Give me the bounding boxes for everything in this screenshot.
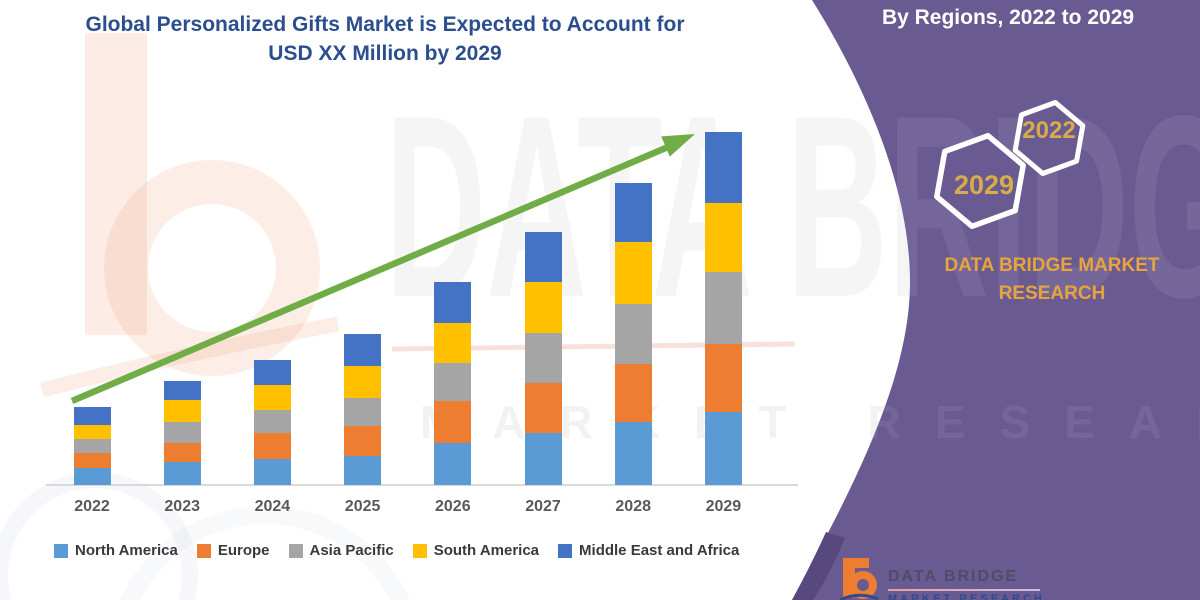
- bar-segment-2027-europe: [524, 383, 562, 433]
- x-axis-label-2025: 2025: [344, 498, 381, 515]
- svg-text:DATA BRIDGE: DATA BRIDGE: [385, 63, 1200, 352]
- bar-segment-2025-asia-pacific: [344, 398, 382, 426]
- chart-title-line1: Global Personalized Gifts Market is Expe…: [85, 13, 685, 36]
- bar-segment-2027-middle-east-and-africa: [524, 232, 562, 282]
- bar-segment-2022-south-america: [73, 425, 111, 439]
- logo-b-icon: [840, 558, 878, 600]
- bar-segment-2029-middle-east-and-africa: [704, 132, 742, 203]
- bar-segment-2028-middle-east-and-africa: [614, 183, 652, 242]
- legend-item: Europe: [196, 542, 270, 559]
- legend-swatch: [288, 544, 303, 558]
- legend-item: Middle East and Africa: [558, 542, 739, 559]
- brand-text: DATA BRIDGE MARKET RESEARCH: [940, 252, 1164, 308]
- watermark-spaced-text-on-panel: MARKET RESEARCH: [420, 396, 1200, 448]
- watermark-arc: [119, 506, 411, 600]
- legend-item: Asia Pacific: [288, 542, 394, 559]
- chart-title: Global Personalized Gifts Market is Expe…: [25, 10, 745, 68]
- x-axis-label-2028: 2028: [615, 498, 651, 515]
- legend-label: Middle East and Africa: [579, 542, 740, 559]
- bar-segment-2023-north-america: [163, 462, 201, 485]
- legend-label: Europe: [217, 542, 270, 559]
- bar-segment-2027-south-america: [524, 282, 562, 333]
- bar-segment-2026-north-america: [434, 443, 472, 485]
- bar-segment-2024-asia-pacific: [253, 410, 291, 433]
- brand-line1: DATA BRIDGE MARKET: [944, 255, 1160, 276]
- bar-segment-2028-asia-pacific: [614, 304, 652, 364]
- brand-line2: RESEARCH: [998, 283, 1106, 304]
- plot-area: 2022 2023 2024 2025 2026 2027 2028 2029: [73, 132, 742, 515]
- legend-label: South America: [433, 542, 540, 559]
- legend-swatch: [558, 544, 573, 558]
- bar-segment-2025-north-america: [344, 456, 382, 485]
- legend-label: North America: [75, 542, 178, 559]
- bar-segment-2026-middle-east-and-africa: [434, 282, 472, 323]
- bar-segment-2029-south-america: [704, 203, 742, 272]
- hexagon-2029-label: 2029: [953, 170, 1015, 200]
- bar-segment-2024-south-america: [253, 385, 291, 410]
- bar-segment-2026-europe: [434, 401, 472, 443]
- bar-segment-2028-south-america: [614, 242, 652, 304]
- x-axis-label-2027: 2027: [525, 498, 561, 515]
- bar-segment-2022-north-america: [73, 468, 111, 485]
- bar-segment-2023-middle-east-and-africa: [163, 381, 201, 400]
- x-axis-label-2026: 2026: [435, 498, 471, 515]
- bar-segment-2029-europe: [704, 344, 742, 412]
- legend: North America Europe Asia Pacific South Ame…: [54, 542, 739, 559]
- bar-segment-2029-north-america: [704, 412, 742, 485]
- legend-label: Asia Pacific: [309, 542, 394, 559]
- logo-b-watermark: [40, 33, 340, 398]
- logo-swoosh: [840, 593, 878, 600]
- bar-segment-2023-europe: [163, 443, 201, 462]
- trend-arrow-line: [70, 144, 670, 404]
- logo-tagline: MARKET RESEARCH: [888, 593, 1045, 600]
- x-axis-label-2029: 2029: [705, 498, 742, 515]
- hexagon-2022: [1012, 100, 1086, 176]
- x-axis-line: [46, 484, 798, 486]
- hexagon-2022-label: 2022: [1022, 117, 1076, 144]
- bar-segment-2023-asia-pacific: [163, 422, 201, 443]
- bar-segment-2026-asia-pacific: [434, 363, 472, 401]
- bar-segment-2024-north-america: [253, 459, 291, 485]
- chart-title-line2: USD XX Million by 2029: [268, 42, 502, 65]
- bar-segment-2028-north-america: [614, 422, 652, 485]
- legend-swatch: [412, 544, 427, 558]
- bar-segment-2027-north-america: [524, 433, 562, 485]
- bar-segment-2022-asia-pacific: [73, 439, 111, 453]
- bar-segment-2025-middle-east-and-africa: [344, 334, 382, 366]
- bar-segment-2026-south-america: [434, 323, 472, 363]
- legend-item: South America: [412, 542, 540, 559]
- stacked-bar-chart: Global Personalized Gifts Market is Expe…: [25, 10, 798, 559]
- legend-swatch: [54, 544, 68, 558]
- legend-swatch: [196, 544, 211, 558]
- trend-arrow-head: [661, 134, 695, 157]
- bar-segment-2024-middle-east-and-africa: [253, 360, 291, 385]
- hexagon-2029: [934, 132, 1026, 230]
- trend-arrow: [70, 134, 695, 404]
- bar-segment-2025-europe: [344, 426, 382, 456]
- footer-logo: DATA BRIDGE MARKET RESEARCH: [840, 556, 1045, 600]
- bar-segment-2023-south-america: [163, 400, 201, 422]
- bar-segment-2022-middle-east-and-africa: [73, 407, 111, 425]
- x-axis-label-2022: 2022: [74, 498, 110, 515]
- bar-segment-2027-asia-pacific: [524, 333, 562, 383]
- sidebar-panel-bg: [792, 0, 1200, 600]
- sidebar-panel-edge: [792, 532, 845, 600]
- logo-name: DATA BRIDGE: [888, 568, 1019, 585]
- x-axis-label-2023: 2023: [164, 498, 200, 515]
- bar-segment-2024-europe: [253, 433, 291, 459]
- bar-segment-2025-south-america: [344, 366, 382, 398]
- legend-item: North America: [54, 542, 178, 559]
- bar-segment-2028-europe: [614, 364, 652, 422]
- sidebar-heading: By Regions, 2022 to 2029: [881, 6, 1135, 29]
- logo-underline: [888, 589, 1040, 591]
- x-axis-label-2024: 2024: [254, 498, 291, 515]
- bar-segment-2029-asia-pacific: [704, 272, 742, 344]
- watermark-big-text-on-panel: DATA BRIDGE: [385, 63, 1200, 352]
- bar-segment-2022-europe: [73, 453, 111, 468]
